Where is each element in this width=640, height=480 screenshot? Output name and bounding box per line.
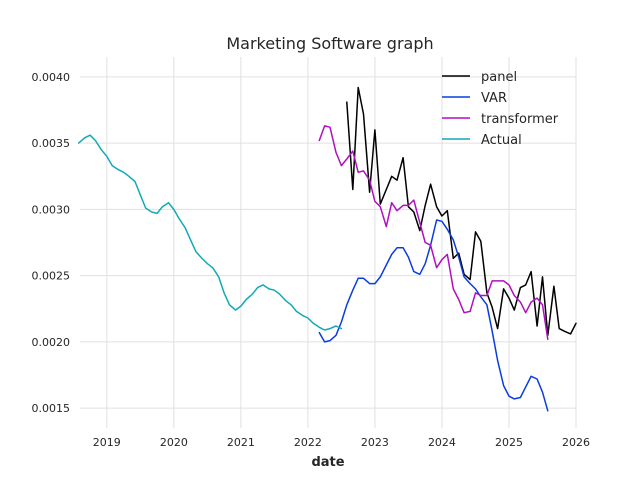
x-tick-label: 2021 [227,436,255,449]
tick-labels: 2019 2020 2021 2022 2023 2024 2025 2026 0.0015 0.… [32,71,591,449]
x-tick-label: 2026 [562,436,590,449]
x-tick-label: 2019 [93,436,121,449]
x-tick-label: 2023 [361,436,389,449]
y-tick-label: 0.0030 [32,203,71,216]
x-axis-label: date [311,455,344,470]
series-line-var [318,219,549,412]
y-tick-label: 0.0020 [32,336,71,349]
y-tick-label: 0.0015 [32,402,71,415]
x-tick-label: 2025 [495,436,523,449]
x-tick-label: 2024 [428,436,456,449]
series-line-transformer [318,125,549,340]
legend-label-panel: panel [481,70,517,85]
y-tick-label: 0.0035 [32,137,71,150]
legend-label-transformer: transformer [481,112,559,127]
series-line-actual [77,134,343,331]
y-tick-label: 0.0025 [32,270,71,283]
legend-label-actual: Actual [481,133,522,148]
legend: panel VAR transformer Actual [442,70,559,148]
series-layer [77,86,577,412]
legend-label-var: VAR [481,91,507,106]
x-tick-label: 2020 [160,436,188,449]
series-line-panel [346,86,577,337]
x-tick-label: 2022 [294,436,322,449]
chart-title: Marketing Software graph [226,34,433,53]
y-tick-label: 0.0040 [32,71,71,84]
grid [80,57,577,428]
